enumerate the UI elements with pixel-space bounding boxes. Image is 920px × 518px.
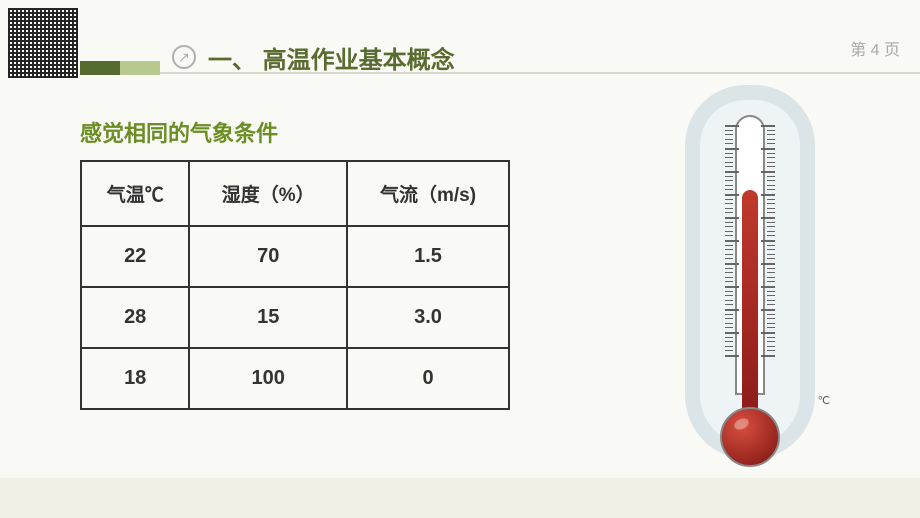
cell-temp: 18	[81, 348, 189, 409]
accent-bar-dark	[80, 61, 120, 75]
cell-temp: 22	[81, 226, 189, 287]
qr-code	[8, 8, 78, 78]
cell-airflow: 1.5	[347, 226, 509, 287]
footer-band	[0, 478, 920, 518]
table-row: 22 70 1.5	[81, 226, 509, 287]
slide-title: 一、 高温作业基本概念	[208, 40, 455, 75]
col-header-humidity: 湿度（%）	[189, 161, 347, 226]
thermometer-illustration: ℃	[680, 85, 820, 485]
section-subtitle: 感觉相同的气象条件	[80, 116, 278, 148]
col-header-airflow: 气流（m/s)	[347, 161, 509, 226]
cell-airflow: 0	[347, 348, 509, 409]
cell-airflow: 3.0	[347, 287, 509, 348]
thermometer-bulb	[720, 407, 780, 467]
conditions-table: 气温℃ 湿度（%） 气流（m/s) 22 70 1.5 28 15 3.0 18…	[80, 160, 510, 410]
page-number: 第 4 页	[850, 36, 900, 60]
accent-bar-light	[120, 61, 160, 75]
table-row: 28 15 3.0	[81, 287, 509, 348]
cell-temp: 28	[81, 287, 189, 348]
cell-humidity: 70	[189, 226, 347, 287]
thermometer-scale	[725, 125, 775, 385]
header-underline	[160, 72, 920, 74]
thermometer-unit-label: ℃	[818, 394, 830, 407]
cell-humidity: 100	[189, 348, 347, 409]
table-row: 18 100 0	[81, 348, 509, 409]
cell-humidity: 15	[189, 287, 347, 348]
arrow-circle-icon: ↗	[172, 45, 196, 69]
col-header-temperature: 气温℃	[81, 161, 189, 226]
table-header-row: 气温℃ 湿度（%） 气流（m/s)	[81, 161, 509, 226]
